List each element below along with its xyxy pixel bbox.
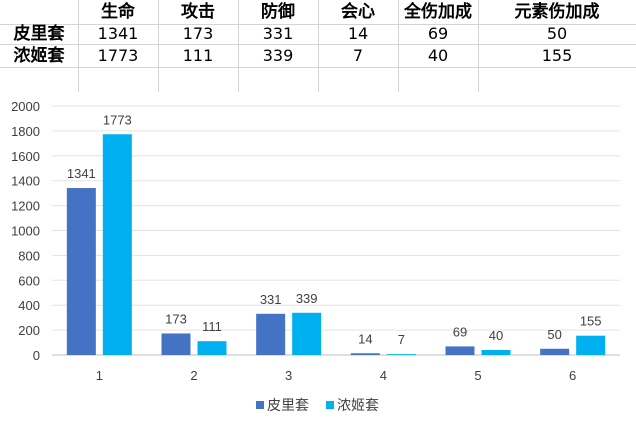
header-all-damage-bonus: 全伤加成	[404, 2, 472, 22]
data-label: 339	[296, 291, 318, 306]
data-label: 50	[547, 327, 561, 342]
y-tick-label: 1800	[11, 124, 40, 139]
header-attack: 攻击	[181, 2, 215, 22]
bar-series-1	[66, 188, 96, 355]
y-tick-label: 0	[33, 348, 40, 363]
y-tick-label: 2000	[11, 99, 40, 114]
table-cell: 1773	[97, 46, 139, 65]
x-tick-label: 1	[96, 368, 103, 383]
data-label: 331	[260, 292, 282, 307]
data-label: 173	[165, 311, 187, 326]
y-tick-label: 200	[18, 323, 40, 338]
legend-label-series-2: 浓姬套	[337, 397, 379, 413]
x-tick-label: 4	[380, 368, 387, 383]
table-col-divider	[398, 0, 399, 92]
x-tick-label: 5	[474, 368, 481, 383]
bar-chart: 0200400600800100012001400160018002000134…	[11, 99, 620, 413]
data-label: 155	[580, 314, 602, 329]
table-col-divider	[238, 0, 239, 92]
y-tick-label: 400	[18, 298, 40, 313]
legend-label-series-1: 皮里套	[267, 397, 309, 413]
table-cell: 7	[352, 46, 364, 65]
bar-series-2	[576, 335, 606, 355]
data-table: 生命 攻击 防御 会心 全伤加成 元素伤加成 皮里套 1341 173 331 …	[0, 0, 636, 92]
bar-series-2	[102, 134, 132, 355]
y-tick-label: 1000	[11, 224, 40, 239]
legend-swatch-series-2	[326, 401, 334, 409]
bar-series-1	[161, 333, 191, 355]
y-tick-label: 1400	[11, 174, 40, 189]
table-col-divider	[318, 0, 319, 92]
x-tick-label: 3	[285, 368, 292, 383]
x-tick-label: 6	[569, 368, 576, 383]
table-cell: 339	[262, 46, 294, 65]
table-cell: 69	[427, 24, 449, 43]
data-label: 1341	[67, 166, 96, 181]
bar-series-1	[350, 353, 380, 355]
header-crit: 会心	[341, 2, 375, 22]
header-defense: 防御	[261, 2, 295, 22]
row-label-set-2: 浓姬套	[13, 46, 65, 66]
table-cell: 173	[182, 24, 214, 43]
bar-series-2	[386, 354, 416, 355]
bar-series-2	[481, 350, 511, 355]
table-cell: 155	[541, 46, 573, 65]
data-label: 7	[398, 332, 405, 347]
y-tick-label: 1200	[11, 199, 40, 214]
bar-series-1	[445, 346, 475, 355]
x-tick-label: 2	[190, 368, 197, 383]
header-elemental-damage-bonus: 元素伤加成	[514, 2, 600, 22]
y-tick-label: 600	[18, 273, 40, 288]
bar-series-2	[292, 312, 322, 355]
header-hp: 生命	[101, 2, 135, 22]
data-label: 40	[489, 328, 503, 343]
data-label: 14	[358, 331, 372, 346]
bar-series-1	[540, 348, 570, 355]
table-cell: 40	[427, 46, 449, 65]
data-label: 1773	[103, 112, 132, 127]
table-cell: 1341	[97, 24, 139, 43]
table-col-divider	[158, 0, 159, 92]
data-label: 69	[453, 324, 467, 339]
table-cell: 111	[182, 46, 214, 65]
legend-swatch-series-1	[256, 401, 264, 409]
bar-series-1	[256, 313, 286, 355]
data-label: 111	[202, 319, 222, 334]
row-label-set-1: 皮里套	[13, 24, 65, 44]
table-col-divider	[78, 0, 79, 92]
bar-series-2	[197, 341, 227, 355]
table-cell: 331	[262, 24, 294, 43]
table-cell: 50	[546, 24, 568, 43]
table-col-divider	[478, 0, 479, 92]
y-tick-label: 800	[18, 248, 40, 263]
table-cell: 14	[347, 24, 369, 43]
y-tick-label: 1600	[11, 149, 40, 164]
